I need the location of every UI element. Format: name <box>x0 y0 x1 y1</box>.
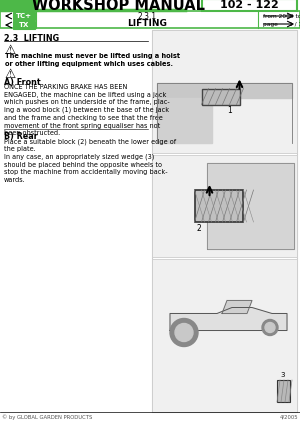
Circle shape <box>175 323 193 342</box>
Text: 102 - 122: 102 - 122 <box>220 0 279 10</box>
Polygon shape <box>157 83 292 98</box>
Polygon shape <box>170 308 287 331</box>
Circle shape <box>265 323 275 332</box>
Bar <box>152 259 297 412</box>
Text: 4/2005: 4/2005 <box>279 414 298 419</box>
Bar <box>152 30 297 412</box>
Text: 3: 3 <box>281 372 285 378</box>
Bar <box>194 190 242 222</box>
Polygon shape <box>222 300 252 314</box>
Text: B) Rear: B) Rear <box>4 132 38 141</box>
Text: TC+: TC+ <box>16 13 32 19</box>
Text: Place a suitable block (2) beneath the lower edge of
the plate.
In any case, an : Place a suitable block (2) beneath the l… <box>4 138 176 183</box>
Bar <box>277 380 290 402</box>
Text: © by GLOBAL GARDEN PRODUCTS: © by GLOBAL GARDEN PRODUCTS <box>2 414 92 420</box>
Text: LIFTING: LIFTING <box>127 19 167 28</box>
Bar <box>202 0 297 11</box>
Text: WORKSHOP MANUAL: WORKSHOP MANUAL <box>32 0 205 12</box>
Text: 2: 2 <box>196 224 201 233</box>
Bar <box>0 11 300 28</box>
Text: The machine must never be lifted using a hoist
or other lifting equipment which : The machine must never be lifted using a… <box>5 53 180 67</box>
Text: TX: TX <box>19 22 29 28</box>
Bar <box>13 21 35 28</box>
Polygon shape <box>157 98 212 143</box>
Bar <box>13 12 35 20</box>
Circle shape <box>262 320 278 335</box>
Text: from 2000 to  ••••: from 2000 to •••• <box>263 14 300 19</box>
Text: ⚠: ⚠ <box>4 44 15 57</box>
Bar <box>152 155 297 257</box>
Polygon shape <box>0 0 40 10</box>
Bar <box>152 30 297 153</box>
Text: 2.3.1: 2.3.1 <box>137 11 157 20</box>
Text: 2.3  LIFTING: 2.3 LIFTING <box>4 34 59 43</box>
Text: 1: 1 <box>227 105 232 114</box>
Circle shape <box>170 318 198 346</box>
Text: page      1 / 1: page 1 / 1 <box>263 22 300 26</box>
Text: A) Front: A) Front <box>4 78 40 87</box>
Text: ONCE THE PARKING BRAKE HAS BEEN
ENGAGED, the machine can be lifted using a jack
: ONCE THE PARKING BRAKE HAS BEEN ENGAGED,… <box>4 84 170 136</box>
Bar <box>202 88 239 105</box>
Text: ⚠: ⚠ <box>4 68 15 81</box>
Polygon shape <box>207 163 294 249</box>
